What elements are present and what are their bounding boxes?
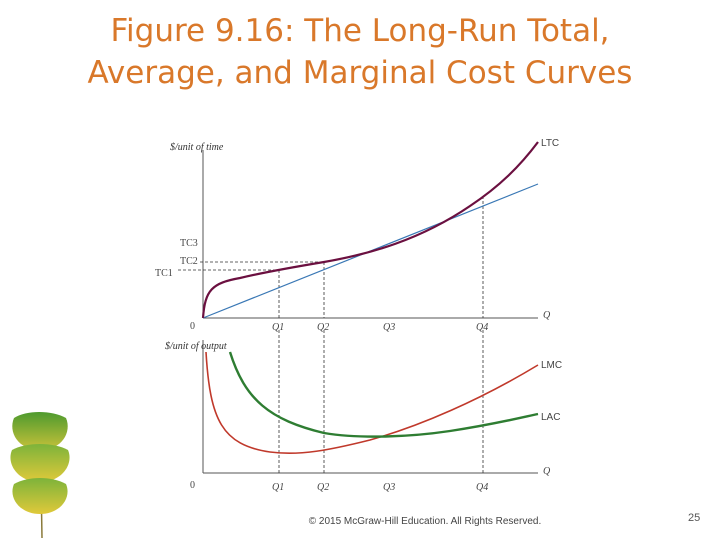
tick-q4-bottom: Q4	[476, 482, 488, 493]
bottom-x-axis-label: Q	[543, 466, 551, 477]
tick-q3-top: Q3	[383, 322, 395, 333]
ltc-label: LTC	[541, 138, 559, 149]
slide-number: 25	[688, 512, 701, 524]
tick-q3-bottom: Q3	[383, 482, 395, 493]
lmc-label: LMC	[541, 360, 562, 371]
top-origin-label: 0	[190, 321, 195, 332]
lmc-curve	[205, 351, 539, 455]
top-y-axis-label: $/unit of time	[170, 142, 224, 153]
bottom-y-axis-label: $/unit of output	[165, 341, 227, 352]
slide-title: Figure 9.16: The Long-Run Total, Average…	[0, 10, 720, 94]
tick-q2-bottom: Q2	[317, 482, 329, 493]
lac-curve	[228, 351, 539, 438]
title-line-1: Figure 9.16: The Long-Run Total,	[110, 13, 610, 49]
top-x-axis-label: Q	[543, 310, 551, 321]
title-line-2: Average, and Marginal Cost Curves	[87, 55, 633, 91]
tick-q4-top: Q4	[476, 322, 488, 333]
ginkgo-leaves-decoration-icon	[10, 412, 70, 539]
tick-q1-top: Q1	[272, 322, 284, 333]
ltc-curve	[201, 141, 539, 319]
tick-tc3: TC3	[180, 238, 198, 249]
bottom-panel: LMC LAC $/unit of output Q 0 Q1 Q2 Q3 Q4	[165, 330, 562, 493]
top-panel: LTC $/unit of time Q 0 TC3 TC2 TC1 Q1 Q2…	[155, 138, 559, 333]
tick-q2-top: Q2	[317, 322, 329, 333]
tick-tc2: TC2	[180, 256, 198, 267]
bottom-origin-label: 0	[190, 480, 195, 491]
copyright-notice: © 2015 McGraw-Hill Education. All Rights…	[308, 516, 542, 527]
tick-tc1: TC1	[155, 268, 173, 279]
lac-label: LAC	[541, 412, 560, 423]
tick-q1-bottom: Q1	[272, 482, 284, 493]
